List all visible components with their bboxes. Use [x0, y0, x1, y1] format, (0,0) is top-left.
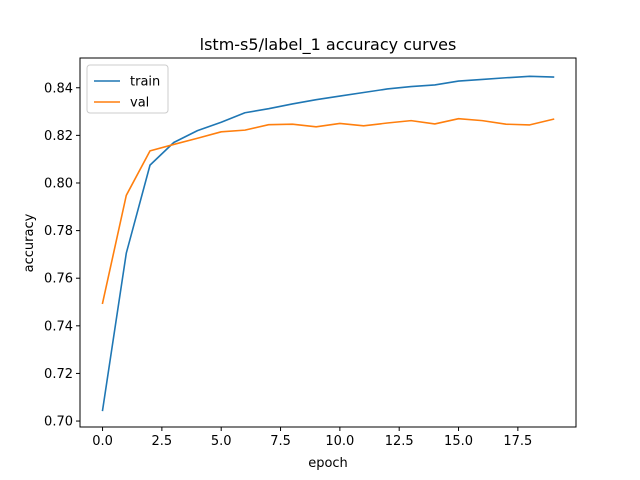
legend: train val — [86, 64, 169, 114]
x-tick-label: 2.5 — [152, 434, 173, 449]
y-axis: 0.70 0.72 0.74 0.76 0.78 0.80 0.82 0.84 — [44, 81, 80, 430]
y-tick-label: 0.84 — [44, 81, 73, 96]
y-tick-label: 0.74 — [44, 319, 73, 334]
series-line-train — [101, 75, 555, 412]
y-tick-label: 0.80 — [44, 176, 73, 191]
series-line-val — [101, 117, 555, 305]
legend-label-train: train — [130, 75, 160, 90]
y-tick-label: 0.76 — [44, 272, 73, 287]
chart-title: lstm-s5/label_1 accuracy curves — [200, 35, 457, 55]
x-tick-label: 15.0 — [444, 434, 473, 449]
y-tick-label: 0.72 — [44, 367, 73, 382]
legend-label-val: val — [130, 96, 149, 111]
axes-frame — [79, 57, 577, 428]
plot-area — [79, 57, 577, 428]
x-tick-label: 7.5 — [270, 434, 291, 449]
x-tick-label: 5.0 — [211, 434, 232, 449]
y-tick-label: 0.78 — [44, 224, 73, 239]
series-layer — [101, 75, 555, 412]
y-tick-label: 0.82 — [44, 129, 73, 144]
x-tick-label: 17.5 — [503, 434, 532, 449]
x-tick-label: 0.0 — [92, 434, 113, 449]
y-axis-label: accuracy — [22, 213, 37, 272]
x-tick-label: 10.0 — [325, 434, 354, 449]
x-axis-label: epoch — [308, 456, 348, 471]
legend-box — [86, 64, 169, 114]
y-tick-label: 0.70 — [44, 415, 73, 430]
x-axis: 0.0 2.5 5.0 7.5 10.0 12.5 15.0 17.5 — [92, 427, 532, 449]
x-tick-label: 12.5 — [385, 434, 414, 449]
